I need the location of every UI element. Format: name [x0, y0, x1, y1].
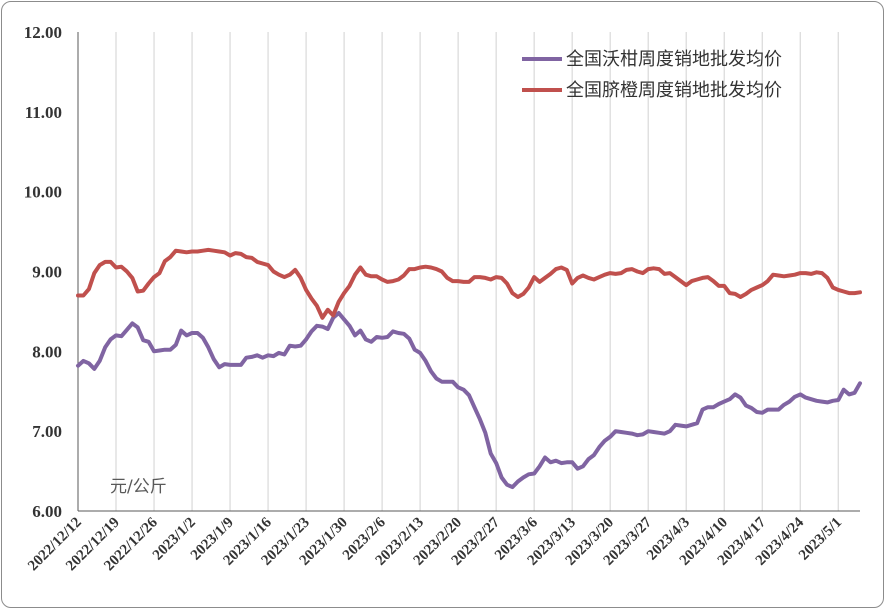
axes	[77, 32, 860, 512]
x-tick-labels: 2022/12/122022/12/192022/12/262023/1/220…	[25, 514, 845, 574]
y-tick-label: 8.00	[32, 342, 62, 361]
grid-lines	[115, 32, 839, 511]
legend: 全国沃柑周度销地批发均价 全国脐橙周度销地批发均价	[522, 49, 782, 101]
series-line-0	[76, 311, 862, 490]
y-tick-labels: 6.00 7.00 8.00 9.00 10.00 11.00 12.00	[24, 23, 62, 521]
y-tick-label: 11.00	[25, 103, 62, 122]
legend-label-1: 全国脐橙周度销地批发均价	[566, 80, 782, 101]
y-tick-label: 9.00	[32, 263, 62, 282]
series-lines	[76, 247, 862, 490]
y-tick-label: 10.00	[24, 183, 62, 202]
legend-label-0: 全国沃柑周度销地批发均价	[566, 49, 782, 70]
y-tick-label: 6.00	[32, 502, 62, 521]
series-line-1	[76, 247, 862, 320]
unit-label: 元/公斤	[110, 477, 167, 497]
legend-item-1: 全国脐橙周度销地批发均价	[522, 80, 782, 101]
legend-item-0: 全国沃柑周度销地批发均价	[522, 49, 782, 70]
x-tick-label: 2023/5/1	[796, 515, 845, 564]
y-tick-label: 7.00	[32, 422, 62, 441]
y-tick-label: 12.00	[24, 23, 62, 42]
